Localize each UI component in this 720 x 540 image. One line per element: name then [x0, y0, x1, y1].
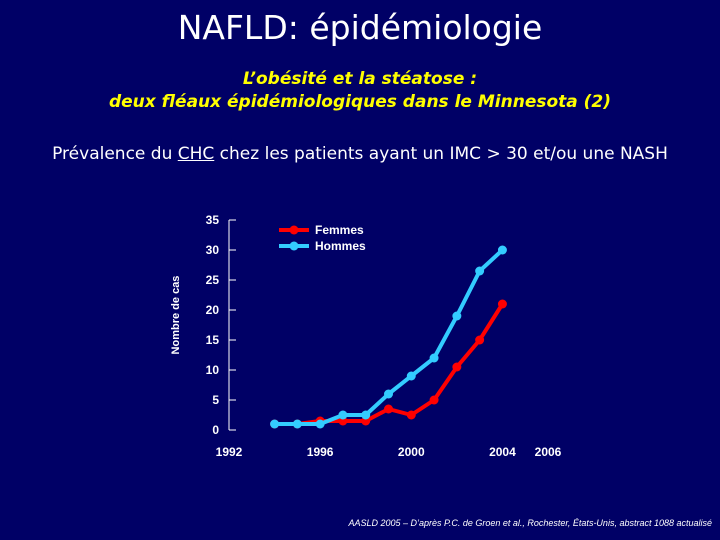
- slide-subtitle: L’obésité et la stéatose : deux fléaux é…: [0, 68, 720, 114]
- data-point-hommes: [497, 245, 507, 255]
- data-point-femmes: [475, 335, 485, 345]
- caption-text-after: chez les patients ayant un IMC > 30 et/o…: [214, 144, 668, 164]
- subtitle-line-1: L’obésité et la stéatose :: [242, 69, 478, 89]
- data-point-hommes: [406, 371, 416, 381]
- x-tick-label: 1992: [216, 445, 243, 459]
- x-tick-label: 2006: [535, 445, 562, 459]
- subtitle-line-2: deux fléaux épidémiologiques dans le Min…: [108, 92, 612, 112]
- chart-axes: 0 5 10 15 20 25 30 35 1992 1996 2000 2004 2006 Nombre…: [170, 213, 562, 459]
- caption-text-before: Prévalence du: [52, 144, 178, 164]
- data-point-femmes: [406, 410, 416, 420]
- x-tick-label: 1996: [307, 445, 334, 459]
- data-point-femmes: [429, 395, 439, 405]
- y-tick-label: 15: [206, 333, 220, 347]
- chart-legend: Femmes Hommes: [279, 223, 366, 253]
- data-point-hommes: [452, 311, 462, 321]
- x-tick-label: 2004: [489, 445, 516, 459]
- y-tick-label: 20: [206, 303, 220, 317]
- y-tick-label: 30: [206, 243, 220, 257]
- y-tick-label: 25: [206, 273, 220, 287]
- data-point-hommes: [429, 353, 439, 363]
- data-point-hommes: [475, 266, 485, 276]
- data-point-femmes: [497, 299, 507, 309]
- legend-label-femmes: Femmes: [315, 223, 364, 237]
- caption-underlined-term: CHC: [177, 144, 215, 164]
- y-tick-label: 35: [206, 213, 220, 227]
- data-point-hommes: [384, 389, 393, 399]
- slide-title: NAFLD: épidémiologie: [177, 8, 543, 47]
- data-point-hommes: [292, 419, 302, 429]
- data-point-hommes: [361, 410, 371, 420]
- y-tick-label: 5: [212, 393, 219, 407]
- y-tick-label: 10: [206, 363, 220, 377]
- legend-label-hommes: Hommes: [315, 239, 366, 253]
- data-point-hommes: [270, 419, 280, 429]
- data-point-hommes: [338, 410, 348, 420]
- data-point-hommes: [315, 419, 325, 429]
- chart-caption: Prévalence du CHC chez les patients ayan…: [0, 144, 720, 164]
- legend-marker-hommes: [289, 241, 299, 251]
- y-tick-label: 0: [212, 423, 219, 437]
- data-point-femmes: [384, 404, 393, 414]
- source-citation: AASLD 2005 – D’après P.C. de Groen et al…: [348, 518, 712, 528]
- x-tick-label: 2000: [398, 445, 425, 459]
- legend-marker-femmes: [289, 225, 299, 235]
- chart-series: [270, 245, 507, 429]
- y-axis-label: Nombre de cas: [170, 276, 182, 355]
- data-point-femmes: [452, 362, 462, 372]
